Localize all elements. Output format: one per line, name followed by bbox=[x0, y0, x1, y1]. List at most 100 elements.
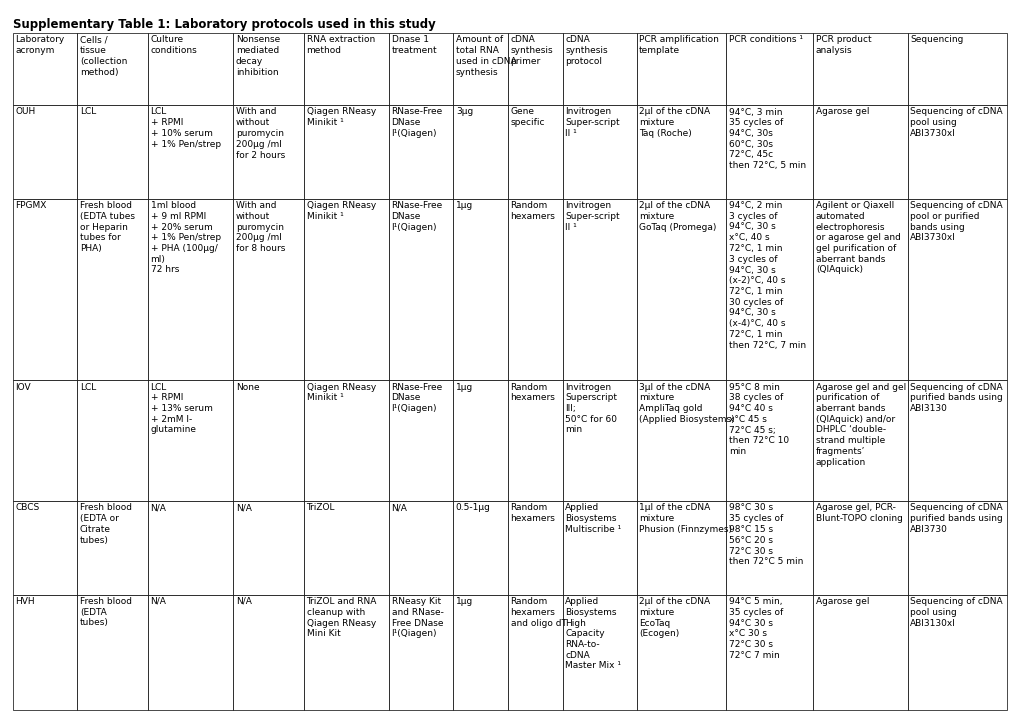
Text: Laboratory
acronym: Laboratory acronym bbox=[15, 35, 64, 55]
Bar bbox=[452, 380, 507, 501]
Bar bbox=[13, 199, 77, 380]
Bar bbox=[452, 501, 507, 595]
Text: OUH: OUH bbox=[15, 107, 36, 117]
Bar bbox=[562, 33, 636, 105]
Bar bbox=[233, 105, 304, 199]
Bar bbox=[148, 105, 233, 199]
Text: Dnase 1
treatment: Dnase 1 treatment bbox=[391, 35, 437, 55]
Text: N/A: N/A bbox=[235, 503, 252, 513]
Text: RNase-Free
DNase
I¹(Qiagen): RNase-Free DNase I¹(Qiagen) bbox=[391, 107, 442, 138]
Bar bbox=[13, 105, 77, 199]
Text: Sequencing: Sequencing bbox=[909, 35, 963, 45]
Text: Gene
specific: Gene specific bbox=[511, 107, 544, 127]
Bar bbox=[507, 501, 562, 595]
Bar bbox=[636, 105, 726, 199]
Text: 98°C 30 s
35 cycles of
98°C 15 s
56°C 20 s
72°C 30 s
then 72°C 5 min: 98°C 30 s 35 cycles of 98°C 15 s 56°C 20… bbox=[729, 503, 802, 566]
Bar bbox=[233, 595, 304, 710]
Bar bbox=[13, 33, 77, 105]
Bar bbox=[233, 501, 304, 595]
Text: Agarose gel: Agarose gel bbox=[815, 107, 868, 117]
Text: LCL
+ RPMI
+ 10% serum
+ 1% Pen/strep: LCL + RPMI + 10% serum + 1% Pen/strep bbox=[151, 107, 220, 149]
Text: 1μg: 1μg bbox=[455, 597, 473, 606]
Bar bbox=[452, 105, 507, 199]
Bar bbox=[148, 501, 233, 595]
Text: Random
hexamers
and oligo dT: Random hexamers and oligo dT bbox=[511, 597, 566, 628]
Text: Amount of
total RNA
used in cDNA
synthesis: Amount of total RNA used in cDNA synthes… bbox=[455, 35, 516, 77]
Text: N/A: N/A bbox=[151, 503, 166, 513]
Bar bbox=[452, 595, 507, 710]
Text: Cells /
tissue
(collection
method): Cells / tissue (collection method) bbox=[79, 35, 127, 77]
Bar bbox=[562, 595, 636, 710]
Text: Sequencing of cDNA
pool using
ABI3730xl: Sequencing of cDNA pool using ABI3730xl bbox=[909, 107, 1002, 138]
Bar bbox=[636, 380, 726, 501]
Bar bbox=[562, 199, 636, 380]
Text: 1ml blood
+ 9 ml RPMI
+ 20% serum
+ 1% Pen/strep
+ PHA (100μg/
ml)
72 hrs: 1ml blood + 9 ml RPMI + 20% serum + 1% P… bbox=[151, 201, 220, 274]
Bar bbox=[636, 199, 726, 380]
Bar bbox=[907, 33, 1006, 105]
Bar bbox=[388, 33, 452, 105]
Text: 94°C, 2 min
3 cycles of
94°C, 30 s
x°C, 40 s
72°C, 1 min
3 cycles of
94°C, 30 s
: 94°C, 2 min 3 cycles of 94°C, 30 s x°C, … bbox=[729, 201, 805, 350]
Bar bbox=[907, 199, 1006, 380]
Bar bbox=[13, 380, 77, 501]
Bar bbox=[636, 595, 726, 710]
Bar bbox=[726, 33, 812, 105]
Text: 2μl of the cDNA
mixture
GoTaq (Promega): 2μl of the cDNA mixture GoTaq (Promega) bbox=[639, 201, 715, 232]
Bar bbox=[148, 33, 233, 105]
Bar bbox=[726, 501, 812, 595]
Bar bbox=[726, 380, 812, 501]
Text: PCR amplification
template: PCR amplification template bbox=[639, 35, 718, 55]
Text: 3μl of the cDNA
mixture
AmpliTaq gold
(Applied Biosystems): 3μl of the cDNA mixture AmpliTaq gold (A… bbox=[639, 382, 734, 424]
Text: Sequencing of cDNA
pool using
ABI3130xl: Sequencing of cDNA pool using ABI3130xl bbox=[909, 597, 1002, 628]
Text: Random
hexamers: Random hexamers bbox=[511, 382, 555, 402]
Text: RNeasy Kit
and RNase-
Free DNase
I¹(Qiagen): RNeasy Kit and RNase- Free DNase I¹(Qiag… bbox=[391, 597, 443, 638]
Bar bbox=[507, 199, 562, 380]
Text: Invitrogen
Super-script
II ¹: Invitrogen Super-script II ¹ bbox=[565, 107, 620, 138]
Text: 2μl of the cDNA
mixture
EcoTaq
(Ecogen): 2μl of the cDNA mixture EcoTaq (Ecogen) bbox=[639, 597, 709, 638]
Text: Nonsense
mediated
decay
inhibition: Nonsense mediated decay inhibition bbox=[235, 35, 279, 77]
Text: 0.5-1μg: 0.5-1μg bbox=[455, 503, 490, 513]
Bar bbox=[13, 595, 77, 710]
Bar bbox=[907, 380, 1006, 501]
Bar bbox=[812, 595, 907, 710]
Bar bbox=[77, 380, 148, 501]
Bar bbox=[812, 501, 907, 595]
Bar bbox=[452, 33, 507, 105]
Text: Random
hexamers: Random hexamers bbox=[511, 201, 555, 221]
Bar bbox=[812, 33, 907, 105]
Text: Agarose gel and gel
purification of
aberrant bands
(QIAquick) and/or
DHPLC ‘doub: Agarose gel and gel purification of aber… bbox=[815, 382, 905, 467]
Bar bbox=[388, 501, 452, 595]
Text: LCL: LCL bbox=[79, 107, 96, 117]
Text: cDNA
synthesis
protocol: cDNA synthesis protocol bbox=[565, 35, 607, 66]
Bar bbox=[304, 33, 388, 105]
Bar bbox=[148, 199, 233, 380]
Bar bbox=[812, 105, 907, 199]
Text: Fresh blood
(EDTA tubes
or Heparin
tubes for
PHA): Fresh blood (EDTA tubes or Heparin tubes… bbox=[79, 201, 135, 253]
Text: PCR product
analysis: PCR product analysis bbox=[815, 35, 870, 55]
Bar bbox=[77, 33, 148, 105]
Bar bbox=[562, 501, 636, 595]
Bar bbox=[304, 105, 388, 199]
Bar bbox=[388, 105, 452, 199]
Text: LCL
+ RPMI
+ 13% serum
+ 2mM l-
glutamine: LCL + RPMI + 13% serum + 2mM l- glutamin… bbox=[151, 382, 212, 434]
Bar bbox=[907, 105, 1006, 199]
Text: 1μg: 1μg bbox=[455, 382, 473, 392]
Text: Fresh blood
(EDTA or
Citrate
tubes): Fresh blood (EDTA or Citrate tubes) bbox=[79, 503, 131, 545]
Text: With and
without
puromycin
200μg /ml
for 2 hours: With and without puromycin 200μg /ml for… bbox=[235, 107, 284, 160]
Bar bbox=[233, 380, 304, 501]
Text: RNase-Free
DNase
I¹(Qiagen): RNase-Free DNase I¹(Qiagen) bbox=[391, 201, 442, 232]
Text: Qiagen RNeasy
Minikit ¹: Qiagen RNeasy Minikit ¹ bbox=[307, 201, 375, 221]
Bar bbox=[148, 595, 233, 710]
Text: RNA extraction
method: RNA extraction method bbox=[307, 35, 374, 55]
Text: Qiagen RNeasy
Minikit ¹: Qiagen RNeasy Minikit ¹ bbox=[307, 382, 375, 402]
Bar bbox=[304, 199, 388, 380]
Text: N/A: N/A bbox=[235, 597, 252, 606]
Bar bbox=[812, 199, 907, 380]
Text: Invitrogen
Superscript
III;
50°C for 60
min: Invitrogen Superscript III; 50°C for 60 … bbox=[565, 382, 616, 434]
Text: 95°C 8 min
38 cycles of
94°C 40 s
x°C 45 s
72°C 45 s;
then 72°C 10
min: 95°C 8 min 38 cycles of 94°C 40 s x°C 45… bbox=[729, 382, 789, 456]
Bar bbox=[77, 501, 148, 595]
Bar bbox=[77, 595, 148, 710]
Bar bbox=[233, 33, 304, 105]
Bar bbox=[726, 105, 812, 199]
Text: TriZOL: TriZOL bbox=[307, 503, 334, 513]
Bar bbox=[304, 380, 388, 501]
